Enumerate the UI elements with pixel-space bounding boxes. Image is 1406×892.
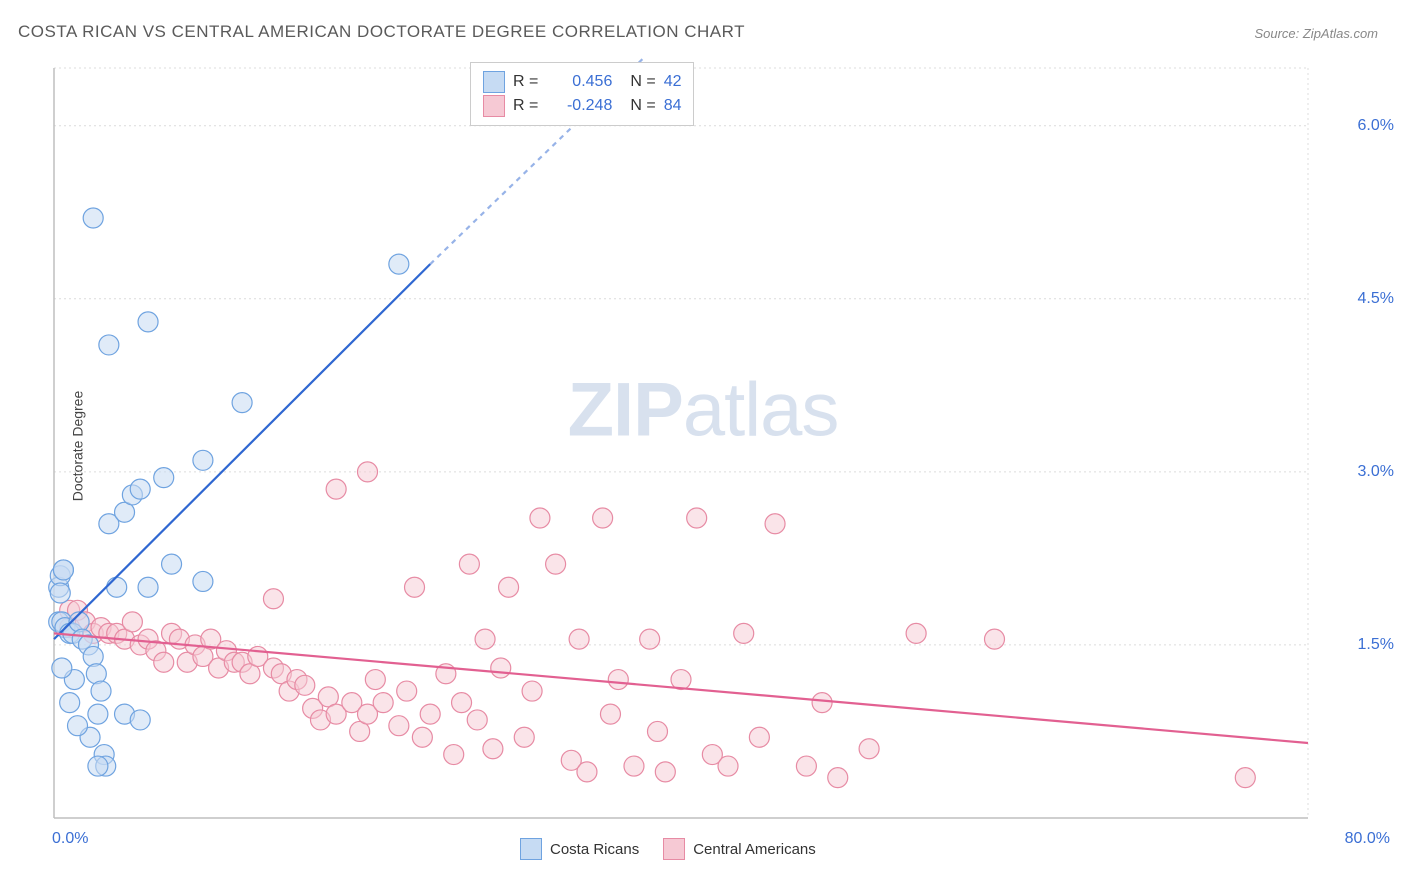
- y-tick: 6.0%: [1358, 117, 1394, 135]
- chart-title: COSTA RICAN VS CENTRAL AMERICAN DOCTORAT…: [18, 22, 745, 42]
- legend-item: Central Americans: [663, 838, 816, 860]
- legend-swatch: [663, 838, 685, 860]
- r-label: R =: [513, 97, 538, 115]
- legend: Costa Ricans Central Americans: [520, 838, 816, 860]
- x-max-label: 80.0%: [1345, 830, 1390, 848]
- series-swatch: [483, 95, 505, 117]
- source-label: Source: ZipAtlas.com: [1254, 26, 1378, 41]
- legend-label: Central Americans: [693, 841, 816, 858]
- legend-swatch: [520, 838, 542, 860]
- correlation-stats-box: R = 0.456 N = 42 R = -0.248 N = 84: [470, 62, 694, 126]
- y-tick: 1.5%: [1358, 636, 1394, 654]
- legend-label: Costa Ricans: [550, 841, 639, 858]
- stats-row: R = 0.456 N = 42: [483, 71, 681, 93]
- n-value: 42: [664, 73, 682, 91]
- stats-row: R = -0.248 N = 84: [483, 95, 681, 117]
- legend-item: Costa Ricans: [520, 838, 639, 860]
- x-min-label: 0.0%: [52, 830, 88, 848]
- r-label: R =: [513, 73, 538, 91]
- n-value: 84: [664, 97, 682, 115]
- n-label: N =: [630, 97, 655, 115]
- scatter-plot: [48, 58, 1368, 828]
- y-tick: 4.5%: [1358, 290, 1394, 308]
- y-tick: 3.0%: [1358, 463, 1394, 481]
- r-value: 0.456: [546, 73, 612, 91]
- series-swatch: [483, 71, 505, 93]
- n-label: N =: [630, 73, 655, 91]
- r-value: -0.248: [546, 97, 612, 115]
